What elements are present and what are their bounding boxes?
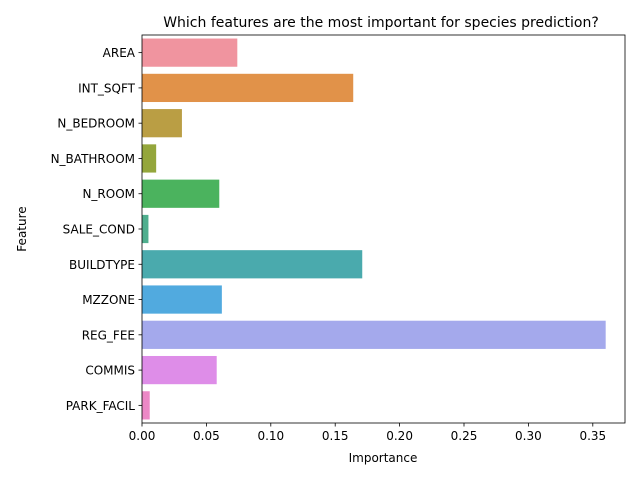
y-tick-label: N_BEDROOM [57, 117, 135, 131]
y-tick-label: REG_FEE [82, 328, 135, 342]
x-tick-label: 0.20 [386, 429, 413, 443]
bar-n-room [142, 179, 220, 208]
bar-reg-fee [142, 320, 606, 349]
x-tick-label: 0.15 [322, 429, 349, 443]
x-tick-label: 0.30 [515, 429, 542, 443]
y-tick-label: N_ROOM [82, 187, 135, 201]
x-tick-label: 0.35 [579, 429, 606, 443]
y-tick-label: SALE_COND [63, 223, 135, 237]
x-tick-label: 0.10 [257, 429, 284, 443]
bar-n-bathroom [142, 144, 157, 173]
bar-sale-cond [142, 214, 149, 244]
y-tick-label: BUILDTYPE [69, 258, 135, 272]
y-tick-label: COMMIS [85, 364, 135, 378]
bar-buildtype [142, 250, 363, 279]
plot-frame [141, 34, 626, 424]
y-tick-label: INT_SQFT [78, 81, 136, 95]
y-axis-label: Feature [15, 206, 29, 251]
chart-title: Which features are the most important fo… [163, 15, 599, 31]
x-tick-label: 0.25 [451, 429, 478, 443]
y-tick-label: PARK_FACIL [66, 399, 136, 413]
bar-park-facil [142, 391, 150, 420]
bar-area [142, 38, 238, 67]
x-axis-ticks: 0.00 0.05 0.10 0.15 0.20 0.25 0.30 0.35 [129, 423, 606, 443]
bar-int-sqft [142, 73, 354, 103]
y-tick-label: N_BATHROOM [51, 152, 135, 166]
y-tick-label: AREA [103, 46, 136, 60]
x-tick-label: 0.00 [129, 429, 156, 443]
bar-group [142, 38, 606, 420]
y-tick-label: MZZONE [82, 293, 135, 307]
x-tick-label: 0.05 [193, 429, 220, 443]
bar-mzzone [142, 285, 222, 314]
bar-commis [142, 355, 217, 385]
bar-n-bedroom [142, 109, 182, 138]
x-axis-label: Importance [349, 451, 418, 465]
y-axis-ticks: AREA INT_SQFT N_BEDROOM N_BATHROOM N_ROOM SAL… [51, 46, 142, 413]
